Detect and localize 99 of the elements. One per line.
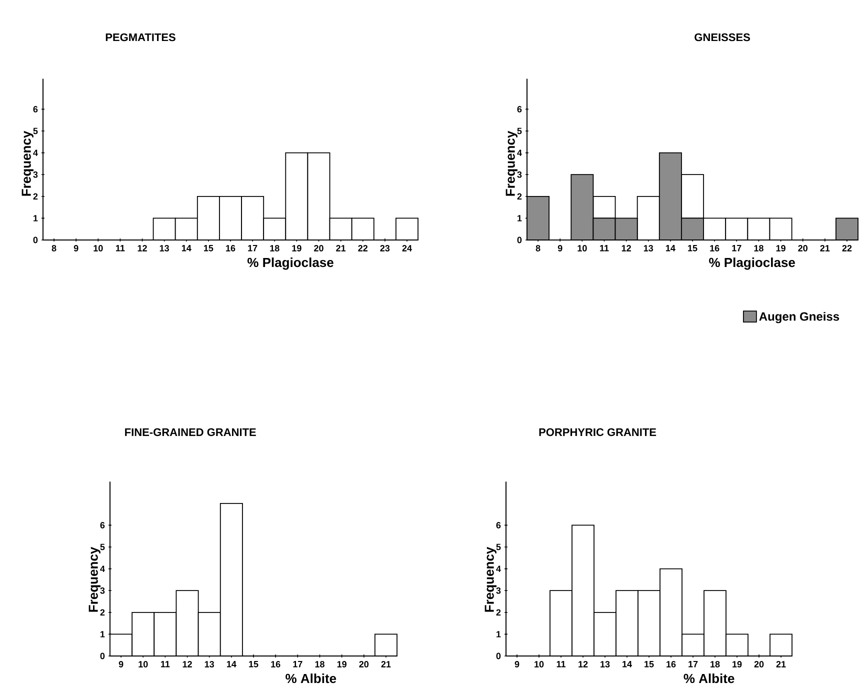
- x-tick-label: 15: [644, 661, 654, 668]
- y-tick-label: 3: [496, 587, 501, 594]
- x-tick-label: 20: [754, 661, 764, 668]
- y-axis-title: Frequency: [88, 546, 100, 612]
- x-tick-label: 11: [116, 245, 125, 252]
- chart-title: PORPHYRIC GRANITE: [539, 428, 656, 436]
- x-tick-label: 13: [160, 245, 169, 252]
- y-tick-label: 5: [100, 544, 105, 550]
- y-tick-label: 4: [33, 150, 38, 156]
- x-tick-label: 14: [182, 245, 192, 252]
- y-tick-label: 5: [33, 128, 38, 134]
- y-tick-label: 0: [33, 236, 38, 244]
- x-tick-label: 14: [666, 245, 676, 252]
- x-tick-label: 10: [578, 245, 587, 252]
- x-tick-label: 15: [249, 661, 258, 668]
- x-tick-label: 10: [138, 661, 148, 668]
- x-axis-title: % Plagioclase: [709, 258, 795, 270]
- x-tick-label: 10: [94, 245, 103, 252]
- x-tick-label: 16: [271, 661, 280, 668]
- y-tick-label: 5: [517, 128, 522, 134]
- chart-title: FINE-GRAINED GRANITE: [125, 428, 256, 436]
- x-tick-label: 9: [514, 661, 520, 668]
- x-axis-title: % Albite: [684, 674, 734, 684]
- x-tick-label: 11: [556, 661, 566, 668]
- y-tick-label: 1: [518, 215, 522, 222]
- y-tick-label: 4: [517, 150, 522, 156]
- y-tick-label: 6: [517, 106, 522, 112]
- y-tick-label: 4: [496, 566, 501, 572]
- x-tick-label: 12: [182, 661, 192, 668]
- x-tick-label: 22: [842, 245, 852, 252]
- x-tick-label: 17: [248, 245, 258, 252]
- x-tick-label: 21: [776, 661, 786, 668]
- x-tick-label: 12: [578, 661, 588, 668]
- x-tick-label: 16: [666, 661, 676, 668]
- y-tick-label: 3: [100, 587, 105, 594]
- x-tick-label: 11: [600, 245, 609, 252]
- x-tick-label: 15: [688, 245, 698, 252]
- x-tick-label: 13: [204, 661, 214, 668]
- y-tick-label: 2: [517, 193, 522, 200]
- y-tick-label: 2: [496, 609, 501, 616]
- x-tick-label: 11: [161, 661, 170, 668]
- x-tick-label: 23: [380, 245, 390, 252]
- x-tick-label: 14: [226, 661, 236, 668]
- x-tick-label: 13: [644, 245, 654, 252]
- x-tick-label: 20: [798, 245, 808, 252]
- y-tick-label: 3: [517, 171, 522, 178]
- x-tick-label: 9: [118, 661, 124, 668]
- x-tick-label: 19: [776, 245, 786, 252]
- x-tick-label: 21: [381, 661, 391, 668]
- y-tick-label: 1: [34, 215, 38, 222]
- x-tick-label: 19: [732, 661, 742, 668]
- x-tick-label: 12: [138, 245, 147, 252]
- x-tick-label: 21: [336, 245, 346, 252]
- x-tick-label: 9: [74, 245, 78, 252]
- x-tick-label: 19: [337, 661, 346, 668]
- y-tick-label: 2: [100, 609, 105, 616]
- y-axis-title: Frequency: [484, 546, 496, 612]
- x-tick-label: 17: [293, 661, 302, 668]
- x-tick-label: 15: [204, 245, 214, 252]
- x-tick-label: 8: [52, 245, 56, 252]
- x-tick-label: 8: [536, 245, 540, 252]
- x-tick-label: 16: [226, 245, 236, 252]
- y-tick-label: 0: [100, 652, 105, 660]
- y-tick-label: 6: [496, 522, 501, 528]
- x-tick-label: 18: [270, 245, 280, 252]
- y-axis-title: Frequency: [506, 130, 518, 196]
- x-tick-label: 17: [732, 245, 742, 252]
- x-axis-title: % Plagioclase: [247, 258, 334, 270]
- y-tick-label: 5: [496, 544, 501, 550]
- y-tick-label: 6: [33, 106, 38, 112]
- x-tick-label: 21: [820, 245, 830, 252]
- legend-label: Augen Gneiss: [759, 312, 840, 324]
- x-tick-label: 18: [315, 661, 324, 668]
- x-tick-label: 24: [402, 245, 412, 252]
- x-tick-label: 20: [314, 245, 324, 252]
- x-tick-label: 22: [358, 245, 368, 252]
- y-tick-label: 1: [496, 631, 501, 638]
- x-tick-label: 14: [622, 661, 632, 668]
- x-tick-label: 20: [359, 661, 369, 668]
- y-tick-label: 2: [33, 193, 38, 200]
- chart-title: PEGMATITES: [106, 33, 176, 42]
- y-tick-label: 0: [496, 652, 501, 660]
- y-tick-label: 3: [33, 171, 38, 178]
- chart-title: GNEISSES: [694, 33, 750, 42]
- x-axis-title: % Albite: [286, 674, 336, 684]
- x-tick-label: 17: [688, 661, 698, 668]
- x-tick-label: 16: [710, 245, 720, 252]
- x-tick-label: 19: [292, 245, 302, 252]
- y-axis-title: Frequency: [22, 130, 34, 196]
- x-tick-label: 18: [754, 245, 764, 252]
- x-tick-label: 10: [534, 661, 544, 668]
- y-tick-label: 4: [100, 566, 105, 572]
- x-tick-label: 9: [558, 245, 562, 252]
- x-tick-label: 13: [600, 661, 610, 668]
- y-tick-label: 0: [517, 236, 522, 244]
- y-tick-label: 1: [100, 631, 105, 638]
- x-tick-label: 12: [622, 245, 631, 252]
- x-tick-label: 18: [710, 661, 720, 668]
- y-tick-label: 6: [100, 522, 105, 528]
